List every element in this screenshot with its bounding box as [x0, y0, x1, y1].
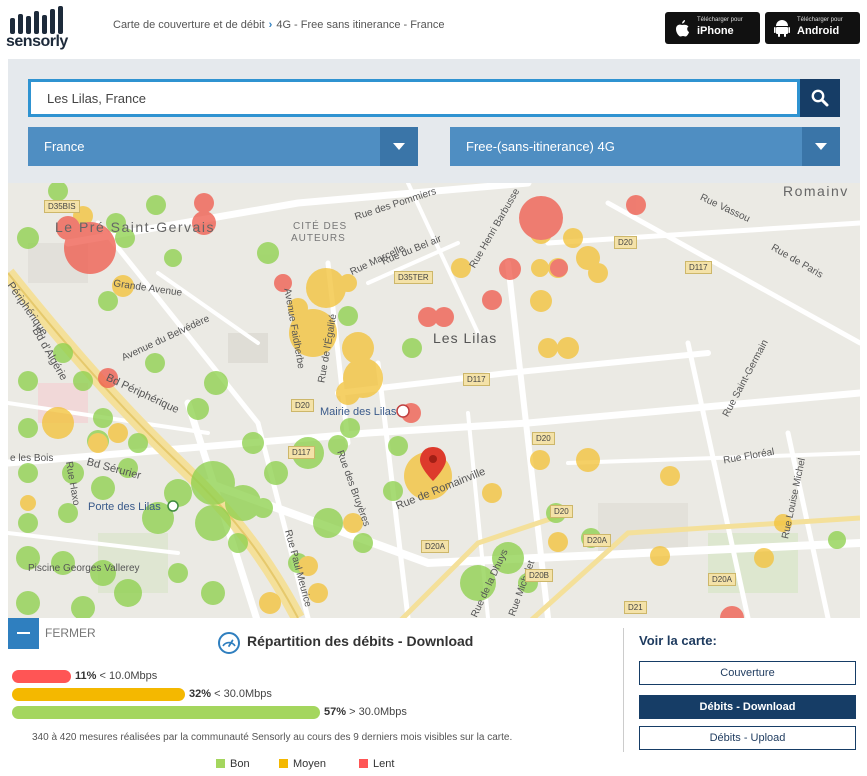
map-label-auteurs: AUTEURS	[291, 233, 346, 244]
bar-pct: 11%	[75, 670, 97, 682]
road-badge: D20	[550, 505, 573, 518]
road-badge: D20A	[708, 573, 737, 586]
view-download-button[interactable]: Débits - Download	[639, 695, 856, 719]
map-label-romainville: Romainv	[783, 183, 849, 199]
iphone-small-text: Télécharger pour	[697, 17, 743, 23]
road-badge: D117	[685, 261, 712, 274]
coverage-map[interactable]: Le Pré Saint-Gervais Les Lilas Romainv C…	[8, 183, 860, 618]
map-label-mairie: Mairie des Lilas	[320, 406, 397, 418]
road-badge: D117	[463, 373, 490, 386]
iphone-big-text: iPhone	[697, 25, 734, 37]
road-badge: D20A	[421, 540, 450, 553]
legend-moyen: Moyen	[279, 758, 326, 770]
road-badge: D20B	[525, 569, 554, 582]
collapse-button[interactable]	[8, 618, 39, 649]
mesures-text: 340 à 420 mesures réalisées par la commu…	[32, 732, 513, 743]
map-label-porte-lilas: Porte des Lilas	[88, 501, 161, 513]
bar-desc: > 30.0Mbps	[349, 706, 407, 718]
map-label-r-bois: e les Bois	[10, 453, 54, 464]
road-badge: D35BIS	[44, 200, 80, 213]
road-badge: D20	[532, 432, 555, 445]
chevron-down-icon[interactable]	[802, 127, 840, 166]
speed-bar-lent	[12, 670, 71, 683]
android-big-text: Android	[797, 25, 840, 37]
map-label-le-pre: Le Pré Saint-Gervais	[55, 219, 215, 235]
road-badge: D21	[624, 601, 647, 614]
header: sensorly Carte de couverture et de débit…	[0, 0, 867, 58]
legend-label: Bon	[230, 758, 250, 770]
chevron-down-icon[interactable]	[380, 127, 418, 166]
legend-label: Lent	[373, 758, 395, 770]
legend-label: Moyen	[293, 758, 327, 770]
location-search-input[interactable]	[28, 79, 800, 117]
android-store-button[interactable]: Télécharger pour Android	[765, 12, 860, 44]
speedometer-icon	[218, 632, 240, 654]
bar-text-bon: 57% > 30.0Mbps	[324, 706, 407, 719]
signal-bars-icon	[10, 6, 63, 34]
android-icon	[774, 20, 790, 37]
map-label-les-lilas: Les Lilas	[433, 330, 498, 346]
speed-bar-bon	[12, 706, 320, 719]
view-upload-button[interactable]: Débits - Upload	[639, 726, 856, 750]
logo-text: sensorly	[6, 33, 68, 50]
road-badge: D20	[291, 399, 314, 412]
country-select[interactable]: France	[28, 127, 418, 166]
bar-pct: 57%	[324, 706, 347, 718]
panel-divider	[623, 628, 624, 752]
iphone-store-button[interactable]: Télécharger pour iPhone	[665, 12, 760, 44]
legend-swatch	[216, 759, 225, 768]
legend-swatch	[279, 759, 288, 768]
location-pin-icon	[420, 447, 446, 481]
legend-lent: Lent	[359, 758, 394, 770]
sensorly-logo[interactable]: sensorly	[6, 6, 70, 50]
search-button[interactable]	[800, 79, 840, 117]
panel-title: Répartition des débits - Download	[247, 633, 474, 649]
search-panel: France Free-(sans-itinerance) 4G	[8, 59, 860, 183]
breadcrumb-parent[interactable]: Carte de couverture et de débit	[113, 19, 265, 31]
network-select[interactable]: Free-(sans-itinerance) 4G	[450, 127, 840, 166]
bar-pct: 32%	[189, 688, 212, 700]
road-badge: D117	[288, 446, 315, 459]
road-badge: D20	[614, 236, 637, 249]
breadcrumb-separator: ›	[268, 19, 273, 31]
search-icon	[811, 89, 829, 107]
view-coverage-button[interactable]: Couverture	[639, 661, 856, 685]
apple-icon	[676, 20, 689, 37]
map-label-piscine: Piscine Georges Vallerey	[28, 563, 140, 574]
android-small-text: Télécharger pour	[797, 17, 843, 23]
road-badge: D20A	[583, 534, 612, 547]
speed-bar-moyen	[12, 688, 185, 701]
fermer-label[interactable]: FERMER	[45, 626, 96, 640]
bar-text-lent: 11% < 10.0Mbps	[75, 670, 157, 683]
legend-bon: Bon	[216, 758, 250, 770]
country-select-value: France	[44, 139, 85, 154]
breadcrumb-current: 4G - Free sans itinerance - France	[276, 19, 445, 31]
breadcrumb: Carte de couverture et de débit › 4G - Fre…	[113, 19, 444, 31]
bar-desc: < 10.0Mbps	[99, 670, 158, 682]
road-badge: D35TER	[394, 271, 433, 284]
voir-title: Voir la carte:	[639, 633, 717, 648]
network-select-value: Free-(sans-itinerance) 4G	[466, 139, 615, 154]
legend-swatch	[359, 759, 368, 768]
bar-text-moyen: 32% < 30.0Mbps	[189, 688, 272, 701]
map-label-cite: CITÉ DES	[293, 221, 348, 232]
stats-panel: FERMER Répartition des débits - Download…	[8, 618, 860, 776]
bar-desc: < 30.0Mbps	[214, 688, 272, 700]
